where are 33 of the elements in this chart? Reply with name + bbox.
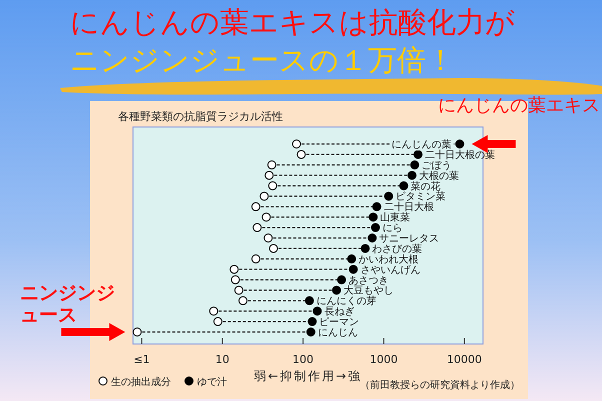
x-tick-label: 10000 [446, 353, 482, 366]
text: （前田教授らの研究資料より作成） [360, 379, 520, 391]
y-tick-label: さやいんげん [360, 264, 420, 276]
legend-label: 生の抽出成分 [111, 376, 171, 388]
y-tick-label: にんじん [318, 328, 358, 338]
y-tick-label: ビタミン菜 [396, 190, 446, 203]
y-tick-label: ピーマン [319, 317, 360, 328]
x-tick-label: ≤1 [134, 353, 150, 366]
y-tick-label: ごぼう [422, 160, 452, 172]
y-tick-label: かいわれ大根 [358, 253, 419, 266]
x-tick-label: 1000 [370, 353, 398, 366]
y-tick-label: 二十日大根 [384, 201, 434, 214]
y-tick-label: あさつき [348, 275, 389, 286]
legend-label: ゆで汁 [197, 376, 227, 388]
x-axis-title: 弱←抑制作用→強 [254, 369, 362, 383]
x-tick-label: 100 [292, 353, 314, 366]
y-tick-label: にら [382, 223, 402, 234]
y-tick-label: 山東菜 [380, 212, 410, 224]
annotation: ニンジンジュース [20, 282, 116, 326]
y-tick-label: 大豆もやし [344, 284, 394, 297]
x-tick-label: 10 [215, 353, 230, 366]
y-tick-label: にんにくの芽 [316, 295, 376, 308]
text: 各種野菜類の抗脂質ラジカル活性 [118, 110, 283, 123]
chart-title: にんじんの葉エキスは抗酸化力が [70, 5, 515, 39]
y-tick-label: わさびの葉 [372, 242, 422, 255]
y-tick-label: サニーレタス [379, 234, 440, 244]
y-tick-label: 長ねぎ [324, 306, 354, 318]
y-tick-label: 菜の花 [410, 180, 441, 192]
y-tick-label: 二十日大根の葉 [425, 148, 496, 161]
y-tick-label: 大根の葉 [418, 170, 459, 182]
annotation: にんじんの葉エキス [438, 95, 600, 116]
chart-subtitle: ニンジンジュースの１万倍！ [70, 43, 455, 77]
y-tick-label: にんじんの葉 [392, 138, 452, 150]
